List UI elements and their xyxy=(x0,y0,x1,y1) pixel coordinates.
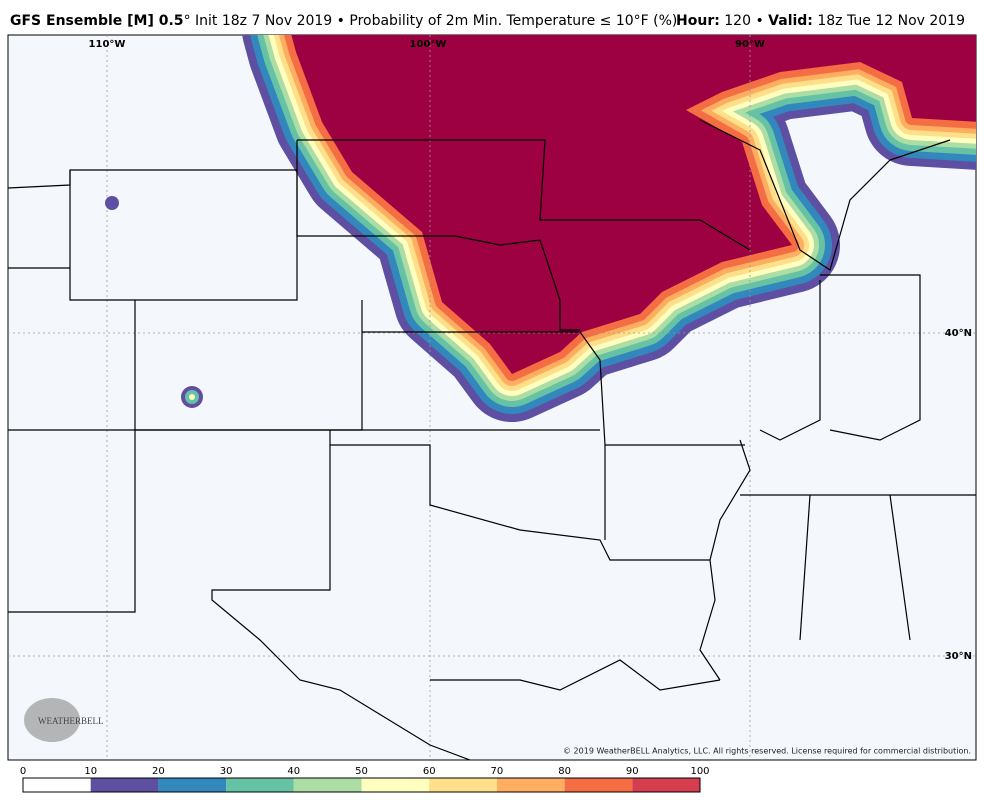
colorbar-segment xyxy=(293,778,362,792)
graticule xyxy=(8,35,976,760)
valid-label: Valid: xyxy=(768,13,813,29)
colorbar-tick-label: 90 xyxy=(626,766,639,777)
colorbar-segment xyxy=(226,778,294,792)
colorbar-segment xyxy=(158,778,227,792)
colorbar-frame xyxy=(22,777,701,793)
valid-info: Hour: 120 • Valid: 18z Tue 12 Nov 2019 xyxy=(676,13,965,29)
map xyxy=(8,35,976,760)
colorbar-segment xyxy=(564,778,633,792)
colorbar-segment xyxy=(496,778,565,792)
state-borders xyxy=(8,119,976,760)
colorbar-segment xyxy=(632,778,700,792)
colorbar-tick-label: 20 xyxy=(152,766,165,777)
colorbar-segment xyxy=(361,778,430,792)
lat-label: 30°N xyxy=(945,651,972,662)
colorbar-segment xyxy=(90,778,159,792)
title: GFS Ensemble [M] 0.5° Init 18z 7 Nov 201… xyxy=(10,13,677,29)
colorbar-tick-label: 80 xyxy=(558,766,571,777)
copyright: © 2019 WeatherBELL Analytics, LLC. All r… xyxy=(563,747,971,756)
hour-value: 120 • xyxy=(720,13,768,29)
spot xyxy=(105,196,119,210)
colorbar-segment xyxy=(429,778,497,792)
logo: WEATHERBELL xyxy=(38,716,104,726)
colorbar-segment xyxy=(23,778,91,792)
title-rest: ° Init 18z 7 Nov 2019 • Probability of 2… xyxy=(184,13,678,29)
colorbar-tick-label: 50 xyxy=(355,766,368,777)
colorbar-tick-label: 30 xyxy=(220,766,233,777)
lon-label: 100°W xyxy=(410,39,447,50)
colorbar-tick-label: 100 xyxy=(690,766,709,777)
lon-label: 110°W xyxy=(89,39,126,50)
lat-label: 40°N xyxy=(945,328,972,339)
lon-label: 90°W xyxy=(735,39,765,50)
hour-label: Hour: xyxy=(676,13,720,29)
probability-core xyxy=(291,35,976,374)
probability-field xyxy=(242,35,976,422)
colorbar-tick-label: 70 xyxy=(491,766,504,777)
colorbar-tick-label: 40 xyxy=(287,766,300,777)
colorbar: 0 10 20 30 40 50 60 70 80 90 100 xyxy=(20,766,710,793)
logo-mark xyxy=(24,698,80,742)
valid-value: 18z Tue 12 Nov 2019 xyxy=(813,13,965,29)
title-bold: GFS Ensemble [M] 0.5 xyxy=(10,13,184,29)
colorbar-tick-label: 0 xyxy=(20,766,26,777)
colorbar-tick-label: 60 xyxy=(423,766,436,777)
spot xyxy=(189,394,195,400)
colorbar-tick-label: 10 xyxy=(84,766,97,777)
